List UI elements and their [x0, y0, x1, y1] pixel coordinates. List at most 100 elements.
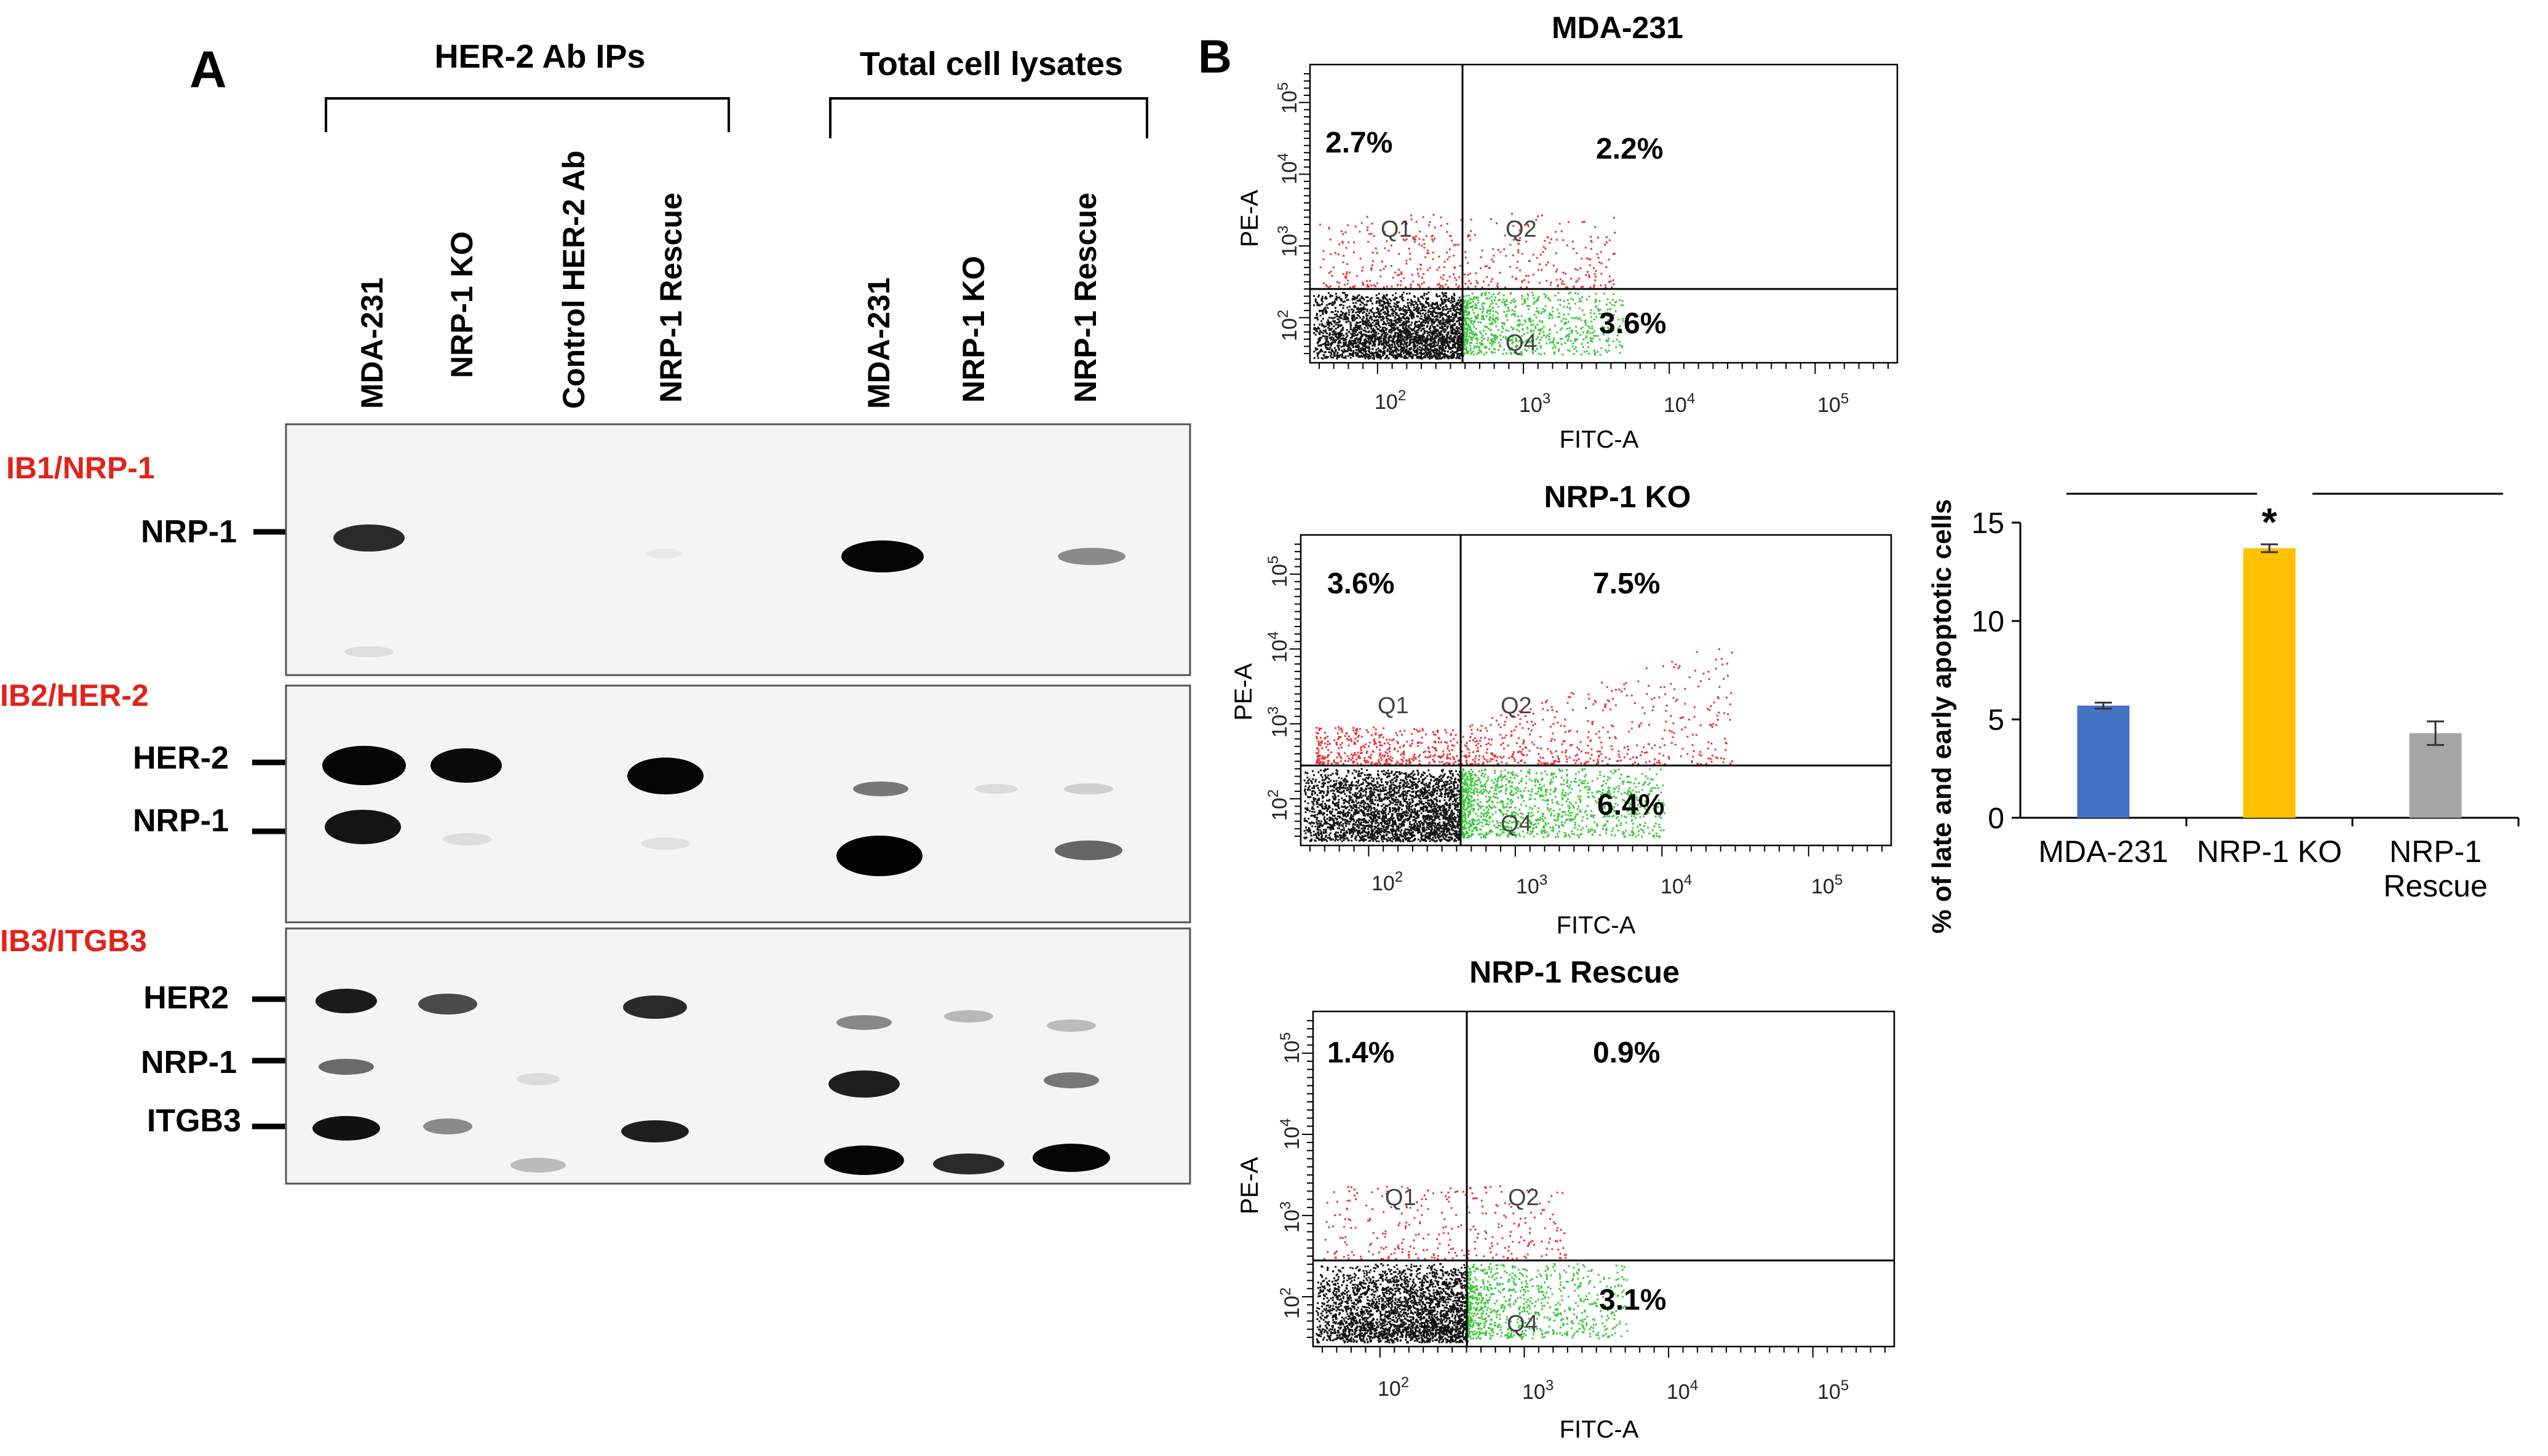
band [1044, 1072, 1099, 1088]
x-tick-label: 102 [1378, 1374, 1409, 1401]
y-tick-label: 104 [1277, 1118, 1304, 1150]
band [1058, 548, 1125, 565]
y-tick-label: 104 [1275, 153, 1301, 184]
quadrant-label-q2: Q2 [1506, 216, 1537, 242]
y-tick-label: 102 [1275, 310, 1301, 341]
band [646, 548, 683, 558]
flow-plot-title: MDA-231 [1552, 10, 1683, 45]
axis-minor-ticks [1299, 73, 1889, 374]
band-marker-label: NRP-1 [141, 1045, 237, 1080]
panel-b-label: B [1198, 31, 1232, 83]
lane-label: MDA-231 [862, 277, 896, 409]
x-tick-label: NRP-1 [2389, 834, 2482, 869]
quadrant-label-q2: Q2 [1501, 693, 1532, 719]
q2-percent: 7.5% [1593, 568, 1660, 600]
y-tick-label: 104 [1265, 631, 1292, 663]
x-axis-ticks: 102 103 104 105 [1378, 1374, 1849, 1404]
x-axis-label: FITC-A [1560, 426, 1639, 453]
blot-title: IB2/HER-2 [0, 678, 149, 713]
band [836, 836, 923, 876]
quadrant-label-q1: Q1 [1378, 693, 1409, 719]
q4-events [1463, 291, 1624, 356]
q1-q2-events [1324, 1185, 1567, 1260]
q3-events [1313, 291, 1464, 360]
y-tick-label: 105 [1277, 1032, 1304, 1064]
band [824, 1145, 904, 1175]
q1-percent: 1.4% [1327, 1037, 1394, 1069]
band [841, 540, 924, 572]
x-tick-label: MDA-231 [2038, 834, 2168, 869]
bar [2243, 548, 2296, 818]
y-axis-ticks: 102 103 104 105 [1277, 1032, 1304, 1319]
band [944, 1010, 993, 1023]
band [510, 1158, 566, 1173]
x-axis-ticks: 102 103 104 105 [1371, 869, 1843, 898]
x-tick-label: 104 [1664, 390, 1695, 417]
group-bracket-lysates [829, 97, 1148, 138]
quadrant-label-q4: Q4 [1506, 330, 1537, 356]
y-tick-label: 103 [1277, 1201, 1304, 1233]
y-tick-label: 102 [1265, 789, 1292, 821]
band-marker-label: NRP-1 [141, 514, 237, 550]
lane-label: MDA-231 [355, 277, 389, 409]
band [621, 1120, 689, 1142]
axis-minor-ticks [1302, 1020, 1886, 1358]
y-tick-label: 10 [1972, 606, 2004, 638]
band [312, 1116, 380, 1141]
band [623, 995, 687, 1019]
band [418, 994, 477, 1015]
q2-percent: 0.9% [1593, 1037, 1660, 1069]
q1-q2-events [1316, 648, 1733, 765]
group-label-ip: HER-2 Ab IPs [434, 38, 645, 75]
band [836, 1015, 892, 1030]
band [1055, 841, 1122, 860]
band [344, 646, 394, 657]
lane-label: NRP-1 Rescue [654, 192, 688, 403]
band [1033, 1144, 1110, 1172]
band [828, 1070, 900, 1098]
q1-percent: 2.7% [1325, 127, 1392, 159]
flow-events [1302, 1020, 1886, 1358]
quadrant-label-q1: Q1 [1381, 216, 1412, 242]
lane-label: NRP-1 Rescue [1068, 192, 1103, 403]
x-tick-label: 105 [1811, 872, 1843, 898]
x-tick-label: 102 [1371, 869, 1403, 895]
q2-percent: 2.2% [1596, 133, 1663, 165]
band [443, 833, 492, 845]
bar [2409, 733, 2462, 818]
q1-q2-events [1319, 213, 1616, 288]
error-bar [2261, 543, 2278, 553]
panel-a: A HER-2 Ab IPs Total cell lysates MDA-23… [0, 38, 1191, 1185]
group-bracket-ip [325, 97, 730, 132]
x-tick-label: NRP-1 KO [2197, 834, 2342, 869]
x-axis-ticks: 102 103 104 105 [1375, 387, 1849, 417]
y-tick-label: 0 [1988, 802, 2004, 835]
band-marker-label: HER2 [143, 980, 229, 1016]
band [322, 746, 406, 785]
quadrant-label-q4: Q4 [1507, 1311, 1538, 1337]
q4-events [1467, 1263, 1629, 1340]
y-axis-label: PE-A [1236, 1157, 1263, 1214]
q4-percent: 6.4% [1597, 789, 1664, 821]
error-bar [2427, 720, 2444, 746]
x-tick-label: 105 [1817, 390, 1849, 417]
y-axis-ticks: 102 103 104 105 [1275, 82, 1301, 341]
x-tick-label: 103 [1516, 872, 1547, 898]
x-axis-label: FITC-A [1560, 1416, 1639, 1443]
flow-plot-title: NRP-1 Rescue [1469, 955, 1680, 989]
band [333, 524, 405, 552]
axis-minor-ticks [1290, 544, 1883, 857]
y-tick-label: 15 [1972, 507, 2004, 540]
y-tick-label: 105 [1265, 556, 1292, 587]
x-tick-label: Rescue [2383, 869, 2488, 903]
y-tick-label: 102 [1277, 1288, 1304, 1319]
lane-label: NRP-1 KO [956, 256, 991, 403]
quadrant-label-q1: Q1 [1385, 1185, 1416, 1211]
band [316, 989, 377, 1013]
y-axis-label: PE-A [1230, 663, 1257, 721]
q4-events [1461, 768, 1665, 839]
x-tick-label: 104 [1661, 872, 1692, 898]
error-bar [2095, 702, 2112, 710]
flow-events [1290, 544, 1883, 857]
